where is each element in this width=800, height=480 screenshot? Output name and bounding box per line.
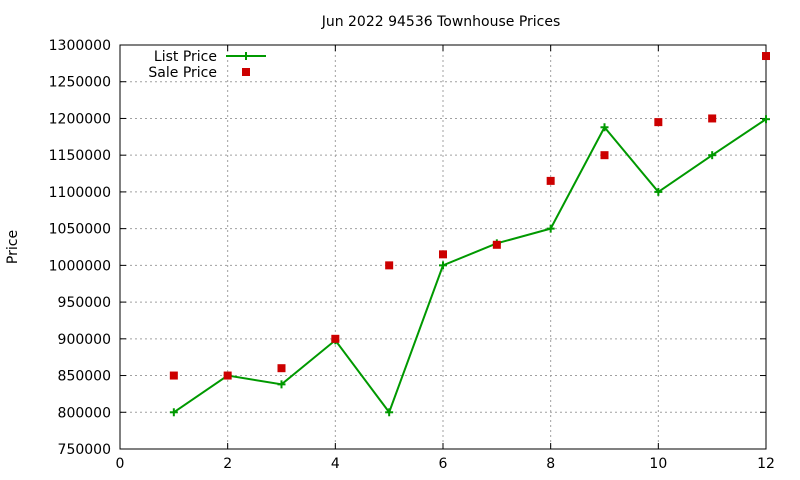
y-tick-label: 1200000	[49, 111, 111, 127]
y-axis-label: Price	[5, 230, 21, 264]
series-sale-price	[169, 52, 770, 380]
x-axis: 0 2 4 6 8 10 12	[116, 45, 775, 472]
legend-swatch-marker	[242, 52, 250, 60]
data-point	[492, 240, 501, 249]
data-point	[654, 118, 663, 127]
data-point	[762, 115, 770, 124]
data-point	[546, 176, 555, 185]
data-point	[708, 151, 717, 160]
y-tick-label: 1000000	[49, 258, 111, 274]
data-point	[331, 334, 340, 343]
y-tick-label: 900000	[58, 332, 111, 348]
x-tick-label: 4	[331, 456, 340, 472]
legend-item: List Price	[154, 49, 266, 65]
grid	[120, 45, 766, 449]
series-list-price	[169, 115, 770, 417]
series-line	[173, 118, 767, 415]
y-tick-label: 1050000	[49, 222, 111, 238]
data-point	[762, 52, 770, 61]
y-tick-label: 750000	[58, 442, 111, 458]
y-tick-label: 850000	[58, 369, 111, 385]
data-point	[277, 364, 286, 373]
data-point	[546, 224, 555, 233]
x-tick-label: 10	[649, 456, 667, 472]
x-tick-label: 8	[546, 456, 555, 472]
data-point	[439, 261, 447, 270]
legend-label: List Price	[154, 49, 217, 65]
data-point	[169, 371, 178, 380]
y-axis: 750000 800000 850000 900000 950000 1000000 105…	[49, 38, 766, 458]
legend-item: Sale Price	[148, 65, 250, 81]
legend-swatch-marker	[242, 68, 250, 76]
x-tick-label: 0	[116, 456, 125, 472]
chart-title: Jun 2022 94536 Townhouse Prices	[321, 14, 561, 30]
y-tick-label: 800000	[58, 405, 111, 421]
y-tick-label: 1100000	[49, 185, 111, 201]
x-tick-label: 2	[223, 456, 232, 472]
y-tick-label: 1150000	[49, 148, 111, 164]
data-point	[654, 187, 663, 196]
x-tick-label: 12	[757, 456, 775, 472]
y-tick-label: 1250000	[49, 75, 111, 91]
legend-label: Sale Price	[148, 65, 217, 81]
x-tick-label: 6	[439, 456, 448, 472]
data-point	[600, 151, 609, 160]
series-layer	[169, 52, 770, 417]
data-point	[277, 380, 286, 389]
data-point	[385, 408, 394, 417]
data-point	[708, 114, 717, 123]
data-point	[223, 371, 232, 380]
data-point	[385, 261, 394, 270]
y-tick-label: 1300000	[49, 38, 111, 54]
data-point	[439, 250, 447, 259]
data-point	[169, 408, 178, 417]
y-tick-label: 950000	[58, 295, 111, 311]
data-point	[600, 123, 609, 132]
